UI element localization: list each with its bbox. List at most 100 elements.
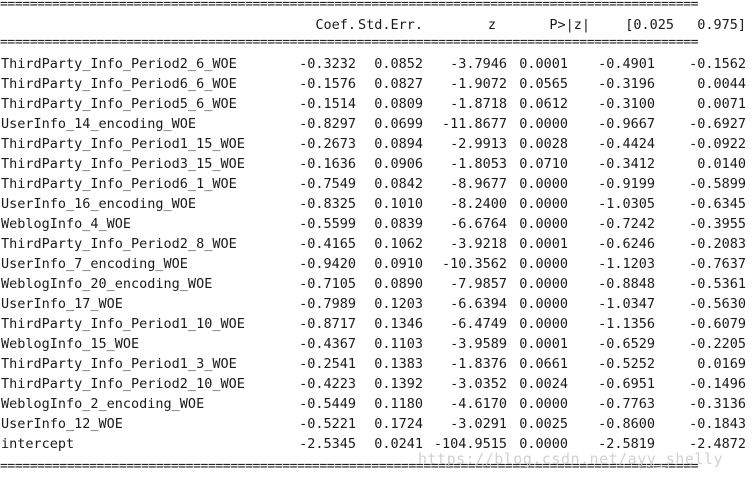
z-value: -104.9515 [433,436,507,452]
ci-upper-value: -0.1562 [689,56,746,72]
variable-name: ThirdParty_Info_Period6_1_WOE [1,176,237,192]
ci-upper-value: -0.5361 [689,276,746,292]
z-value: -3.0352 [450,376,507,392]
z-value: -6.6394 [450,296,507,312]
std-err-value: 0.0809 [374,96,423,112]
coef-value: -0.7989 [299,296,356,312]
variable-name: UserInfo_12_WOE [1,416,123,432]
p-value: 0.0661 [519,356,568,372]
std-err-value: 0.0827 [374,76,423,92]
std-err-value: 0.1180 [374,396,423,412]
table-body: ThirdParty_Info_Period2_6_WOE -0.3232 0.08… [0,54,754,454]
top-separator: ========================================… [0,0,699,10]
variable-name: WeblogInfo_2_encoding_WOE [1,396,205,412]
ci-upper-value: -0.7637 [689,256,746,272]
variable-name: UserInfo_17_WOE [1,296,123,312]
bottom-separator: ========================================… [0,462,699,472]
coef-value: -2.5345 [299,436,356,452]
z-value: -3.7946 [450,56,507,72]
ci-upper-value: -0.2205 [689,336,746,352]
ci-upper-value: -0.5899 [689,176,746,192]
z-value: -6.4749 [450,316,507,332]
p-value: 0.0001 [519,336,568,352]
header-z: z [487,17,496,33]
p-value: 0.0000 [519,316,568,332]
p-value: 0.0001 [519,236,568,252]
ci-upper-value: -0.6345 [689,196,746,212]
table-row: UserInfo_16_encoding_WOE -0.8325 0.1010 -8.… [0,194,754,214]
std-err-value: 0.0906 [374,156,423,172]
std-err-value: 0.1383 [374,356,423,372]
table-row: ThirdParty_Info_Period5_6_WOE -0.1514 0.08… [0,94,754,114]
ci-upper-value: 0.0169 [697,356,746,372]
table-row: WeblogInfo_2_encoding_WOE -0.5449 0.1180 -4… [0,394,754,414]
coef-value: -0.1576 [299,76,356,92]
header-coef: Coef. [315,17,356,33]
std-err-value: 0.0894 [374,136,423,152]
ci-upper-value: -0.1843 [689,416,746,432]
std-err-value: 0.0699 [374,116,423,132]
ci-lower-value: -0.4901 [598,56,655,72]
ci-lower-value: -0.6951 [598,376,655,392]
table-row: ThirdParty_Info_Period2_8_WOE -0.4165 0.10… [0,234,754,254]
std-err-value: 0.0852 [374,56,423,72]
table-row: WeblogInfo_4_WOE -0.5599 0.0839 -6.6764 0.00… [0,214,754,234]
z-value: -3.9589 [450,336,507,352]
ci-lower-value: -1.0305 [598,196,655,212]
z-value: -11.8677 [441,116,507,132]
table-row: ThirdParty_Info_Period1_10_WOE -0.8717 0.1… [0,314,754,334]
ci-lower-value: -0.9199 [598,176,655,192]
table-row: ThirdParty_Info_Period1_3_WOE -0.2541 0.13… [0,354,754,374]
p-value: 0.0000 [519,436,568,452]
coef-value: -0.4223 [299,376,356,392]
coef-value: -0.5599 [299,216,356,232]
p-value: 0.0028 [519,136,568,152]
std-err-value: 0.1724 [374,416,423,432]
variable-name: ThirdParty_Info_Period1_3_WOE [1,356,237,372]
coef-value: -0.2541 [299,356,356,372]
ci-upper-value: -2.4872 [689,436,746,452]
variable-name: ThirdParty_Info_Period2_10_WOE [1,376,245,392]
ci-upper-value: -0.6079 [689,316,746,332]
table-row: ThirdParty_Info_Period6_1_WOE -0.7549 0.08… [0,174,754,194]
watermark: https://blog.csdn.net/ayy_shelly [418,450,723,468]
std-err-value: 0.1346 [374,316,423,332]
coef-value: -0.1636 [299,156,356,172]
ci-lower-value: -0.3412 [598,156,655,172]
ci-upper-value: -0.2083 [689,236,746,252]
z-value: -7.9857 [450,276,507,292]
variable-name: intercept [1,436,75,452]
std-err-value: 0.1062 [374,236,423,252]
variable-name: UserInfo_16_encoding_WOE [1,196,197,212]
variable-name: UserInfo_7_encoding_WOE [1,256,188,272]
z-value: -1.9072 [450,76,507,92]
variable-name: WeblogInfo_4_WOE [1,216,132,232]
header-ci-upper: 0.975] [697,17,746,33]
z-value: -1.8376 [450,356,507,372]
coef-value: -0.2673 [299,136,356,152]
p-value: 0.0000 [519,176,568,192]
std-err-value: 0.0842 [374,176,423,192]
z-value: -3.0291 [450,416,507,432]
z-value: -3.9218 [450,236,507,252]
ci-upper-value: -0.6927 [689,116,746,132]
p-value: 0.0612 [519,96,568,112]
variable-name: ThirdParty_Info_Period1_10_WOE [1,316,245,332]
p-value: 0.0000 [519,256,568,272]
ci-lower-value: -2.5819 [598,436,655,452]
std-err-value: 0.0910 [374,256,423,272]
std-err-value: 0.1010 [374,196,423,212]
std-err-value: 0.0890 [374,276,423,292]
p-value: 0.0025 [519,416,568,432]
p-value: 0.0710 [519,156,568,172]
coef-value: -0.7549 [299,176,356,192]
p-value: 0.0000 [519,116,568,132]
coef-value: -0.1514 [299,96,356,112]
ci-lower-value: -0.3100 [598,96,655,112]
header-ci-lower: [0.025 [625,17,674,33]
p-value: 0.0000 [519,216,568,232]
std-err-value: 0.0241 [374,436,423,452]
z-value: -4.6170 [450,396,507,412]
ci-lower-value: -0.6529 [598,336,655,352]
